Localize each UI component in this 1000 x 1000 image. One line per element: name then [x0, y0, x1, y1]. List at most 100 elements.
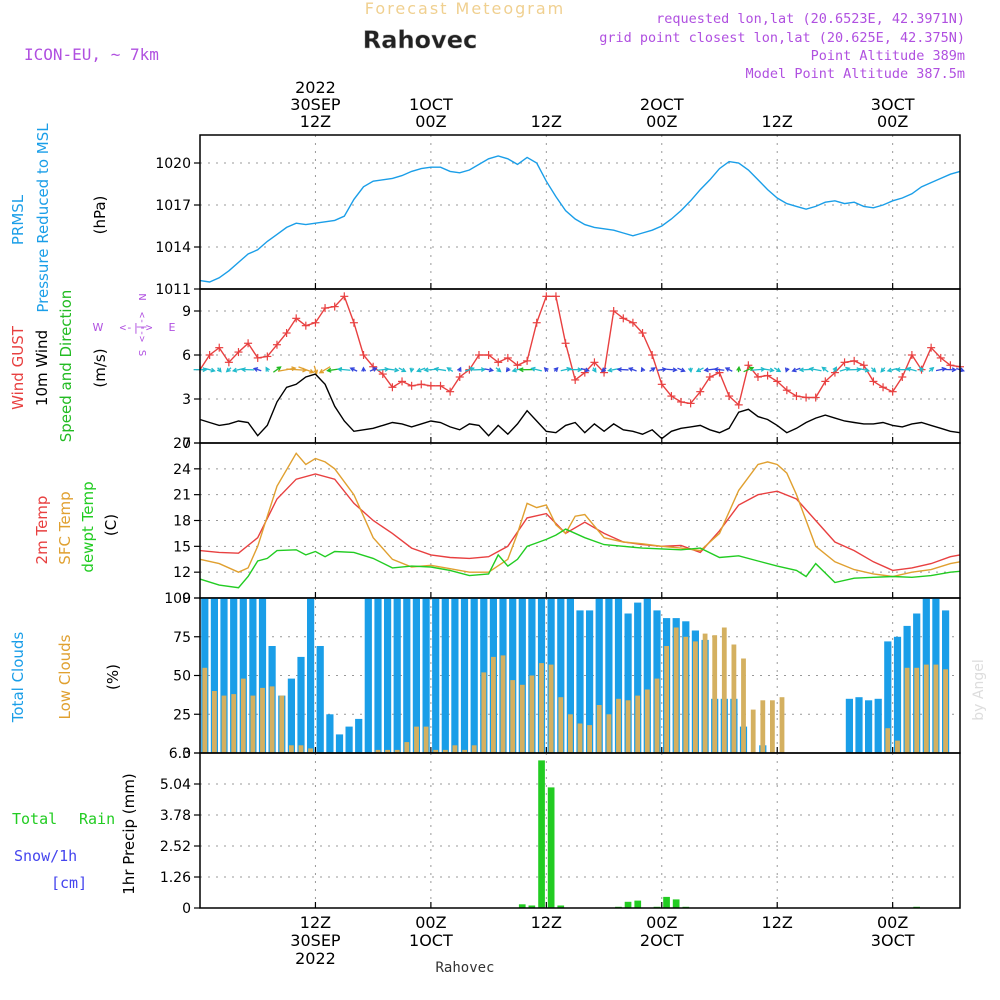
bar-total-clouds [566, 598, 574, 753]
bar-low-clouds [933, 664, 939, 753]
y-tick-label: 25 [173, 707, 191, 723]
wind-arrow-head [821, 366, 827, 372]
wind-unit-label: (m/s) [91, 348, 109, 387]
bar-total-clouds [518, 598, 526, 753]
bar-low-clouds [596, 705, 602, 753]
y-tick-label: 6 [182, 348, 191, 364]
bar-low-clouds [904, 667, 910, 754]
wind-arrow [434, 368, 447, 372]
super-title: Forecast Meteogram [365, 0, 565, 18]
wind-arrow-head [488, 367, 495, 373]
y-tick-label: 9 [182, 304, 191, 320]
bar-low-clouds [741, 658, 746, 753]
wind-arrow-head [607, 367, 613, 373]
y-tick-label: 21 [173, 488, 191, 504]
compass-south: S [136, 350, 147, 356]
bottom-axis-label: 12Z [300, 913, 331, 932]
wind-arrow-head [518, 367, 524, 373]
bottom-axis-label: 00Z [415, 913, 446, 932]
bar-low-clouds [577, 723, 583, 753]
bottom-axis-label: 12Z [762, 913, 793, 932]
bottom-axis-label: 00Z [877, 913, 908, 932]
bottom-axis-label: 2OCT [640, 931, 684, 950]
y-tick-label: 0 [182, 746, 191, 762]
bottom-axis-label: 12Z [531, 913, 562, 932]
bar-low-clouds [260, 687, 265, 753]
wind-arrow-head [231, 367, 238, 373]
bar-low-clouds [635, 695, 641, 753]
bar-low-clouds [644, 689, 650, 753]
wind-arrow-head [798, 367, 804, 373]
bar-total-clouds [460, 598, 469, 753]
bar-low-clouds [654, 678, 660, 753]
clouds-unit-label: (%) [104, 664, 122, 690]
bar-low-clouds [250, 695, 256, 753]
series-line-10m-wind [199, 373, 961, 440]
wind-arrow-head [511, 367, 517, 373]
wind-speed-direction-label: Speed and Direction [57, 290, 75, 443]
panel-frame [199, 134, 961, 290]
wind-arrow-head [832, 366, 838, 372]
bar-total-clouds [845, 698, 853, 754]
bottom-axis-label: 3OCT [871, 931, 915, 950]
top-axis-label: 00Z [415, 112, 446, 131]
bar-total-clouds [355, 718, 363, 753]
y-tick-label: 1014 [155, 240, 191, 256]
wind-arrow-head [469, 366, 475, 372]
temperature-panel: 9 12 15 18 21 24 27 [173, 436, 961, 607]
wind-arrow-head [864, 367, 871, 373]
wind-arrow-head [326, 367, 332, 373]
y-tick-label: 27 [173, 436, 191, 452]
y-tick-label: 1.26 [160, 870, 191, 886]
bar-low-clouds [529, 675, 535, 753]
model-name: ICON-EU, ~ 7km [24, 45, 159, 64]
wind-arrow [319, 366, 331, 374]
wind-arrow-head [895, 367, 901, 373]
wind-arrow [714, 368, 725, 371]
y-tick-label: 3 [182, 392, 191, 408]
wind-arrow-head [553, 367, 559, 373]
bar-low-clouds [664, 646, 669, 753]
bar-total-rain [538, 760, 545, 908]
wind-arrow [608, 368, 619, 372]
bar-total-rain [557, 905, 565, 908]
bar-total-rain [663, 896, 670, 908]
wind-arrow-head [210, 367, 216, 373]
wind-arrow-head [749, 366, 755, 372]
wind-arrow-head [456, 366, 462, 372]
wind-arrow-head [680, 367, 686, 373]
bar-total-clouds [258, 598, 267, 753]
bar-total-clouds [412, 598, 420, 753]
bar-total-clouds [287, 678, 295, 753]
bar-low-clouds [298, 745, 304, 754]
compass-legend: W <-|-> E N <-|-> S [93, 293, 176, 356]
top-axis-label: 3OCT [871, 95, 915, 114]
credit-watermark: by Angel [971, 659, 987, 720]
bar-total-clouds [643, 598, 651, 753]
wind-arrow [858, 367, 869, 372]
bar-total-clouds [335, 734, 344, 753]
wind-panel: 0 3 6 9 [182, 288, 965, 452]
bar-total-clouds [432, 598, 440, 753]
wind-arrow-head [703, 367, 709, 373]
bar-low-clouds [462, 749, 467, 753]
wind-arrow [417, 367, 426, 372]
bar-low-clouds [442, 749, 448, 753]
bottom-axis-label: 1OCT [409, 931, 453, 950]
top-axis-label: 12Z [762, 112, 793, 131]
series-line-wind-gust [199, 294, 961, 407]
wind-arrow-head [919, 366, 924, 372]
y-tick-label: 1011 [155, 282, 191, 298]
wind-arrow [386, 368, 399, 372]
bar-low-clouds [240, 678, 246, 753]
bar-total-clouds [893, 636, 902, 754]
bar-total-clouds [595, 598, 603, 753]
bar-total-clouds [326, 714, 334, 754]
bar-total-rain [528, 905, 536, 908]
wind-arrow [761, 368, 774, 372]
bar-low-clouds [731, 644, 737, 753]
bar-low-clouds [202, 667, 208, 754]
bar-total-clouds [605, 598, 613, 753]
wind-arrow-head [361, 366, 367, 372]
